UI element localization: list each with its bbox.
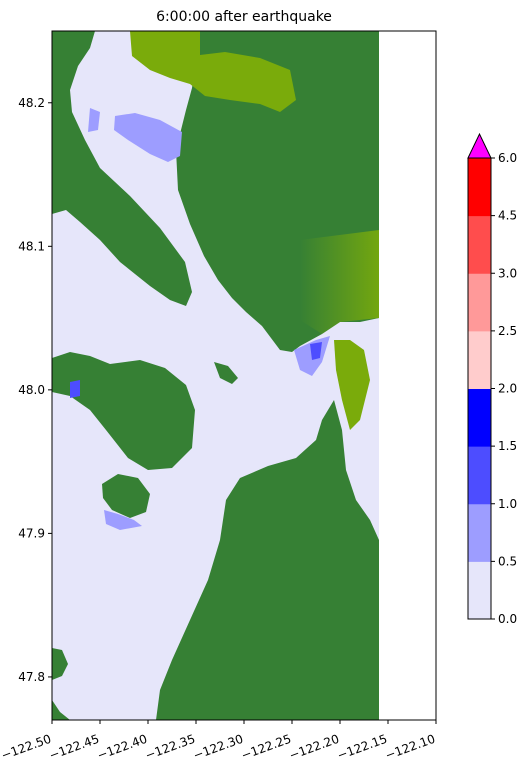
x-tick-label: −122.45 xyxy=(47,732,101,763)
x-axis: −122.50−122.45−122.40−122.35−122.30−122.… xyxy=(0,720,437,763)
y-axis: 47.8 47.9 48.0 48.1 48.2 xyxy=(18,96,52,684)
land-north xyxy=(52,31,192,306)
flood-patch-islet xyxy=(104,510,142,530)
x-tick-label: −122.25 xyxy=(239,732,293,763)
land-west-islet xyxy=(102,474,150,518)
tsunami-map xyxy=(52,31,379,720)
flood-patch-west xyxy=(70,380,80,398)
x-tick-label: −122.35 xyxy=(143,732,197,763)
x-tick-label: −122.10 xyxy=(383,732,437,763)
flood-patch-north-small xyxy=(88,108,100,132)
land-south-shore-left xyxy=(52,700,70,720)
land-south-tidal xyxy=(334,340,370,430)
x-tick-label: −122.50 xyxy=(0,732,53,763)
colorbar-tick-label: 2.0 xyxy=(498,382,517,396)
colorbar-segment xyxy=(468,273,491,332)
colorbar: 0.0 0.5 1.0 1.5 2.0 2.5 3.0 4.5 6.0 xyxy=(467,132,517,626)
colorbar-tick-label: 4.5 xyxy=(498,209,517,223)
colorbar-segment xyxy=(468,330,491,389)
land-west-peninsula xyxy=(52,352,195,470)
colorbar-extend-arrow xyxy=(467,132,492,159)
x-tick-label: −122.15 xyxy=(335,732,389,763)
colorbar-segment xyxy=(468,158,491,217)
y-tick-label: 47.9 xyxy=(18,526,45,540)
land-southwest-tip xyxy=(52,648,68,680)
colorbar-tick-label: 0.0 xyxy=(498,612,517,626)
land-east-fade xyxy=(300,230,379,334)
flood-patch-east-harbor-deep xyxy=(310,342,322,360)
y-tick-label: 48.0 xyxy=(18,383,45,397)
no-data-region xyxy=(379,31,436,720)
colorbar-segment xyxy=(468,561,491,620)
land-south xyxy=(156,334,379,720)
colorbar-tick-label: 2.5 xyxy=(498,324,517,338)
colorbar-segment xyxy=(468,446,491,505)
colorbar-tick-label: 0.5 xyxy=(498,554,517,568)
colorbar-segment xyxy=(468,215,491,274)
x-tick-label: −122.30 xyxy=(191,732,245,763)
y-tick-label: 48.2 xyxy=(18,96,45,110)
land-north-tidal xyxy=(130,31,296,112)
colorbar-tick-label: 3.0 xyxy=(498,266,517,280)
colorbar-segment xyxy=(468,388,491,447)
chart-title: 6:00:00 after earthquake xyxy=(156,9,332,25)
colorbar-segment xyxy=(468,503,491,562)
y-tick-label: 48.1 xyxy=(18,239,45,253)
colorbar-tick-label: 1.5 xyxy=(498,439,517,453)
x-tick-label: −122.20 xyxy=(287,732,341,763)
x-tick-label: −122.40 xyxy=(95,732,149,763)
y-tick-label: 47.8 xyxy=(18,670,45,684)
colorbar-tick-label: 6.0 xyxy=(498,151,517,165)
land-small-island xyxy=(214,362,238,384)
flood-patch-north-bay xyxy=(114,113,182,162)
colorbar-tick-label: 1.0 xyxy=(498,497,517,511)
